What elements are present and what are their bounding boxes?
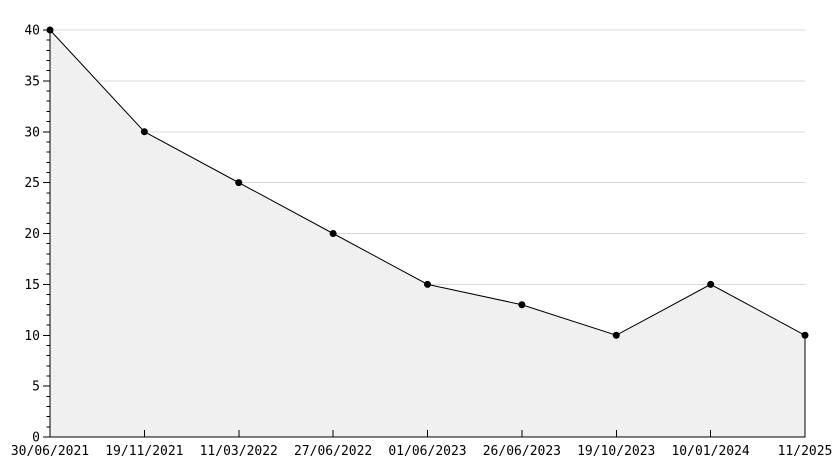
data-point-marker (518, 301, 526, 309)
y-tick-label: 35 (24, 74, 40, 89)
x-tick-label: 19/11/2021 (105, 444, 183, 459)
y-tick-label: 40 (24, 24, 40, 39)
x-tick-label: 26/06/2023 (483, 444, 561, 459)
x-tick-label: 30/06/2021 (11, 444, 89, 459)
y-tick-label: 15 (24, 278, 40, 293)
y-tick-label: 25 (24, 176, 40, 191)
x-tick-label: 19/10/2023 (577, 444, 655, 459)
x-tick-label: 27/06/2022 (294, 444, 372, 459)
data-point-marker (329, 230, 337, 237)
x-tick-label: 10/01/2024 (671, 444, 749, 459)
data-point-marker (140, 128, 148, 136)
x-tick-label: 11/2025 (778, 444, 833, 459)
y-tick-label: 20 (24, 227, 40, 242)
data-point-marker (801, 331, 809, 339)
y-tick-label: 30 (24, 125, 40, 140)
x-tick-label: 01/06/2023 (388, 444, 466, 459)
y-tick-label: 0 (32, 431, 40, 446)
data-point-marker (46, 26, 54, 34)
y-tick-label: 10 (24, 329, 40, 344)
x-tick-label: 11/03/2022 (200, 444, 278, 459)
data-point-marker (424, 280, 431, 288)
data-point-marker (707, 280, 715, 288)
data-point-marker (235, 179, 243, 187)
data-point-marker (612, 331, 620, 339)
y-tick-label: 5 (32, 380, 40, 395)
